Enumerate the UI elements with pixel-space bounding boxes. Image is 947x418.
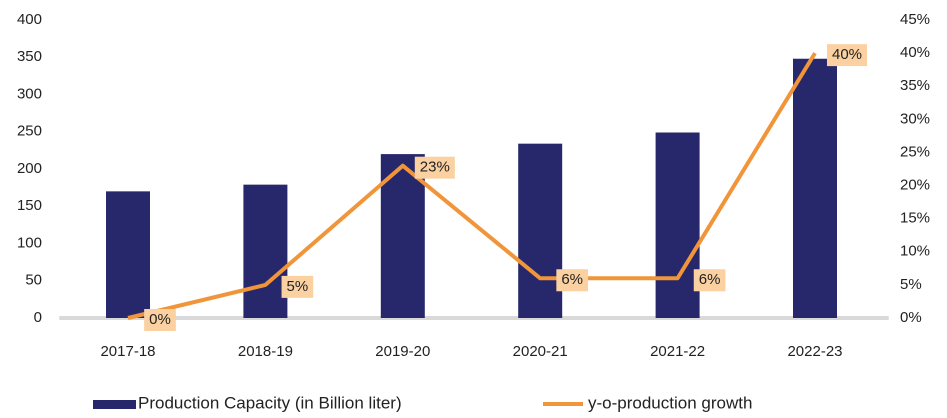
data-label-text: 23%: [420, 159, 450, 176]
x-tick-label: 2018-19: [238, 343, 293, 360]
y2-tick-label: 30%: [900, 110, 930, 127]
bar: [655, 132, 700, 318]
data-label-box: [826, 44, 868, 67]
y2-tick-label: 10%: [900, 243, 930, 260]
bar: [518, 143, 563, 318]
legend-swatch: [93, 400, 136, 409]
y-tick-label: 0: [34, 309, 42, 326]
data-label-box: [556, 269, 589, 292]
bar: [106, 191, 150, 318]
y2-tick-label: 0%: [900, 309, 922, 326]
y-tick-label: 250: [17, 123, 42, 140]
bar: [793, 58, 837, 319]
data-label-text: 6%: [699, 271, 721, 288]
x-tick-label: 2019-20: [375, 343, 430, 360]
y-tick-label: 200: [17, 160, 42, 177]
line: [127, 52, 817, 320]
x-tick-label: 2021-22: [650, 343, 705, 360]
data-label-text: 6%: [561, 271, 583, 288]
y2-tick-label: 45%: [900, 11, 930, 28]
data-label: 23%: [414, 156, 455, 179]
y2-tick-label: 5%: [900, 276, 922, 293]
data-label: 0%: [144, 309, 176, 331]
legend-text: y-o-production growth: [588, 393, 752, 412]
y-tick-label: 150: [17, 197, 42, 214]
bar: [380, 154, 425, 318]
y2-tick-label: 20%: [900, 177, 930, 194]
y-tick-label: 350: [17, 48, 42, 65]
data-label: 6%: [556, 269, 589, 292]
y2-tick-label: 25%: [900, 143, 930, 160]
data-label-box: [281, 275, 314, 298]
data-label-box: [414, 156, 455, 179]
data-label-text: 5%: [287, 278, 309, 295]
data-label: 6%: [693, 269, 726, 292]
x-tick-label: 2017-18: [100, 343, 155, 360]
data-label-box: [144, 309, 176, 331]
y2-tick-label: 15%: [900, 210, 930, 227]
data-label-text: 40%: [832, 46, 862, 63]
y2-tick-label: 40%: [900, 44, 930, 61]
y-tick-label: 400: [17, 11, 42, 28]
data-label: 40%: [826, 44, 868, 67]
y-tick-label: 100: [17, 234, 42, 251]
y-tick-label: 50: [25, 272, 42, 289]
y2-tick-label: 35%: [900, 77, 930, 94]
legend-text: Production Capacity (in Billion liter): [138, 393, 402, 412]
data-label: 5%: [281, 275, 314, 298]
x-tick-label: 2022-23: [787, 343, 842, 360]
y-tick-label: 300: [17, 85, 42, 102]
data-label-text: 0%: [149, 311, 171, 328]
data-label-box: [693, 269, 726, 292]
x-tick-label: 2020-21: [513, 343, 568, 360]
bar: [243, 184, 288, 318]
